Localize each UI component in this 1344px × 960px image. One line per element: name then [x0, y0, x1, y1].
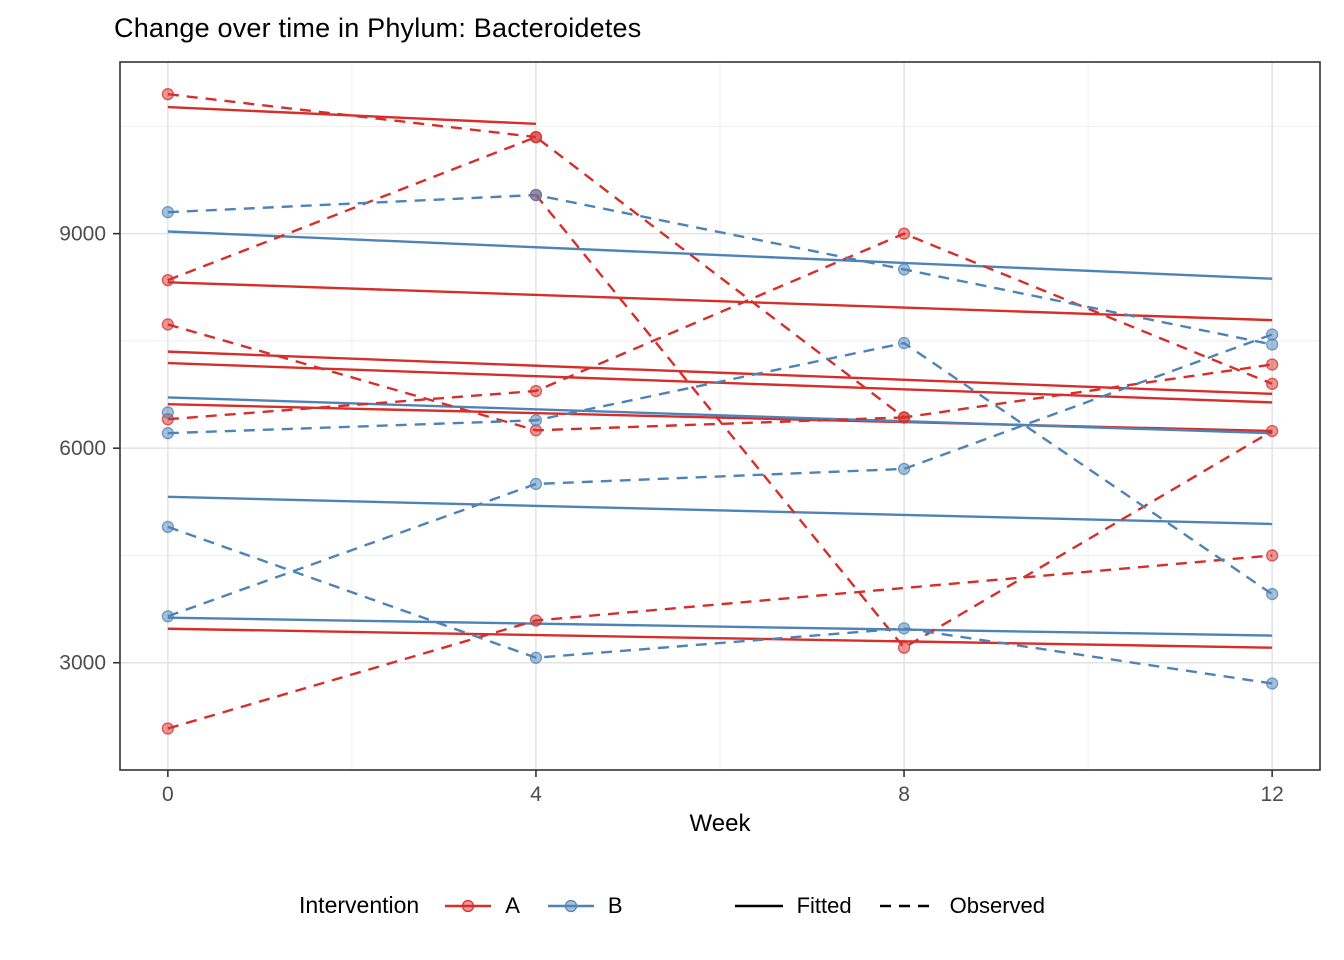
fitted-line-B-8 — [167, 495, 1273, 526]
fitted-line-B-9 — [167, 616, 1273, 637]
data-point-B — [161, 206, 175, 219]
legend-key-a-icon — [445, 899, 492, 912]
data-point-B — [1265, 587, 1279, 601]
data-point-A — [897, 411, 911, 424]
data-point-A — [529, 424, 543, 437]
fitted-line-A-1 — [167, 281, 1273, 322]
fitted-line-A-0 — [167, 105, 537, 126]
data-point-B — [897, 462, 911, 476]
observed-line-A-3 — [535, 194, 1273, 650]
legend-item-observed-label: Observed — [949, 892, 1045, 918]
x-tick-label: 8 — [898, 783, 910, 806]
x-tick-label: 4 — [530, 783, 542, 806]
data-point-A — [161, 88, 175, 101]
data-point-B — [1265, 338, 1279, 351]
data-point-B — [161, 610, 175, 623]
x-tick-label: 12 — [1260, 783, 1283, 806]
legend-item-group-b: B — [546, 893, 623, 919]
legend: Intervention A B Fitted Obs — [0, 892, 1344, 919]
legend-item-observed: Observed — [878, 893, 1045, 919]
fitted-line-A-2 — [167, 350, 1273, 396]
data-point-B — [897, 622, 911, 635]
fitted-line-B-7 — [167, 396, 1273, 435]
data-point-A — [1265, 549, 1279, 562]
data-point-B — [897, 336, 911, 350]
data-point-A — [1265, 377, 1279, 390]
data-point-B — [1265, 328, 1279, 341]
legend-key-b-icon — [547, 899, 594, 912]
observed-line-B-8 — [167, 525, 1273, 685]
observed-line-B-7 — [167, 341, 1273, 596]
y-tick-label: 9000 — [59, 223, 106, 246]
observed-line-A-0 — [167, 92, 537, 139]
observed-line-B-9 — [167, 333, 1273, 618]
x-tick-label: 0 — [162, 783, 174, 806]
data-point-B — [1265, 677, 1279, 690]
chart-title: Change over time in Phylum: Bacteroidete… — [114, 13, 642, 43]
data-point-A — [529, 130, 543, 144]
data-point-B — [529, 651, 543, 664]
y-tick-label: 6000 — [59, 437, 106, 460]
legend-item-b-label: B — [607, 892, 623, 918]
gridlines-minor — [120, 62, 1320, 770]
data-point-A — [161, 722, 175, 735]
legend-item-fitted-label: Fitted — [796, 892, 852, 918]
legend-item-group-a: A — [443, 893, 520, 919]
panel-border — [119, 61, 1321, 771]
y-tick-label: 3000 — [59, 652, 106, 675]
legend-title: Intervention — [299, 892, 420, 918]
data-point-B — [161, 427, 175, 440]
legend-item-a-label: A — [505, 892, 520, 918]
data-point-A — [529, 614, 543, 627]
legend-key-fitted-icon — [734, 904, 783, 907]
data-point-A — [897, 227, 911, 240]
data-point-B — [529, 188, 543, 202]
fitted-line-B-6 — [167, 230, 1273, 280]
legend-item-fitted: Fitted — [733, 893, 852, 919]
x-axis: 0 4 8 12 — [162, 770, 1284, 806]
legend-key-observed-icon — [879, 904, 936, 907]
data-point-B — [161, 406, 175, 419]
data-point-A — [161, 318, 175, 331]
data-point-B — [529, 414, 543, 427]
data-point-A — [1265, 358, 1279, 371]
data-point-B — [161, 520, 175, 533]
fitted-lines — [167, 105, 1273, 649]
observed-line-B-6 — [167, 193, 1273, 346]
data-point-A — [1265, 424, 1279, 438]
data-point-B — [897, 263, 911, 276]
observed-line-A-1 — [167, 135, 1273, 419]
fitted-line-A-5 — [167, 627, 1273, 649]
x-axis-label: Week — [689, 810, 751, 837]
data-point-A — [161, 273, 175, 287]
data-point-A — [897, 641, 911, 654]
data-points — [161, 88, 1279, 735]
y-axis: 3000 6000 9000 — [59, 223, 120, 675]
data-point-B — [529, 477, 543, 491]
data-point-A — [529, 384, 543, 398]
